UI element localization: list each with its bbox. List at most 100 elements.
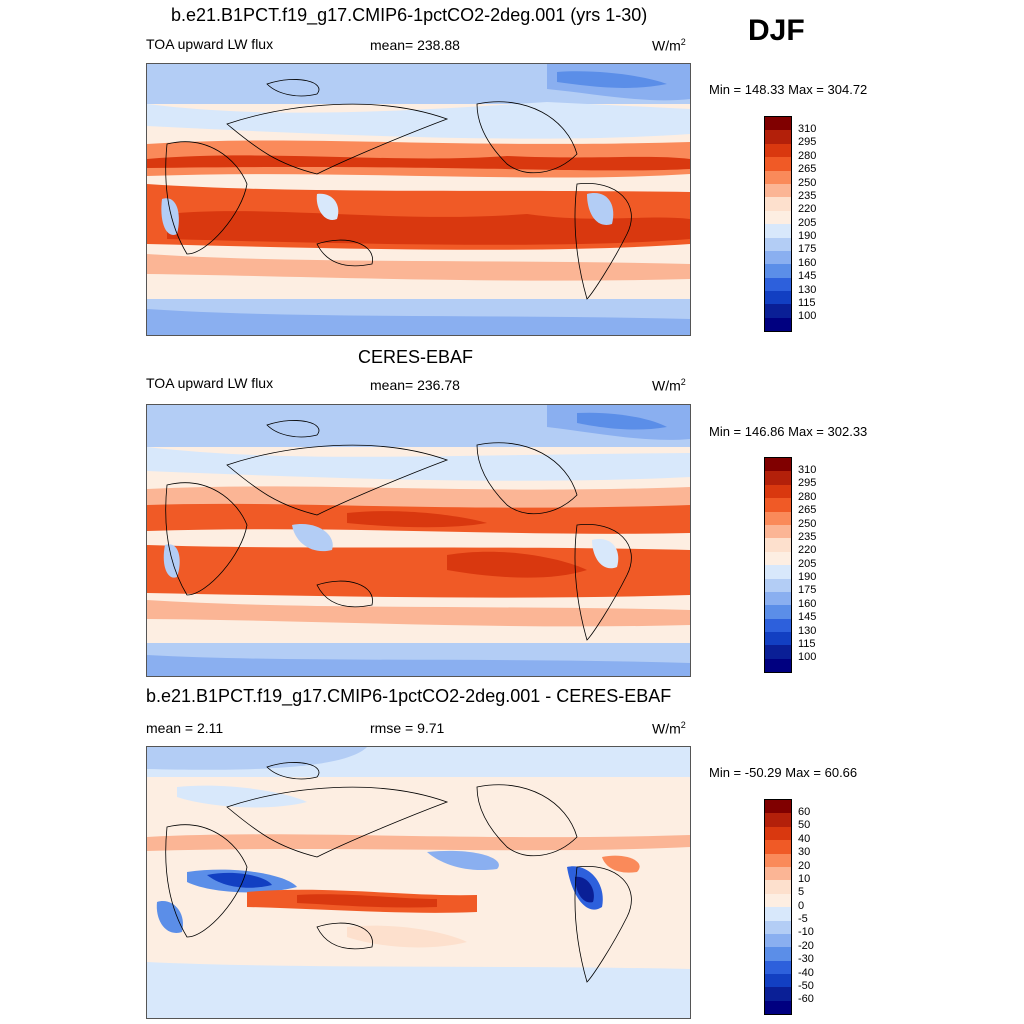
- colorbar-tick-label: 40: [798, 833, 811, 845]
- panel2-map: [146, 404, 691, 677]
- colorbar-tick-label: 5: [798, 886, 805, 898]
- season-label: DJF: [748, 14, 805, 47]
- colorbar-swatch: [765, 826, 791, 841]
- panel3-unit: W/m2: [652, 720, 686, 737]
- colorbar-swatch: [765, 183, 791, 198]
- colorbar-swatch: [765, 264, 791, 278]
- colorbar-swatch: [765, 618, 791, 633]
- colorbar-swatch: [765, 947, 791, 961]
- colorbar-tick-label: -30: [798, 953, 814, 965]
- colorbar-swatch: [765, 1000, 791, 1015]
- colorbar-tick-label: 295: [798, 477, 817, 489]
- colorbar-swatch: [765, 117, 791, 131]
- panel1-left-label: TOA upward LW flux: [146, 36, 274, 52]
- panel2-minmax: Min = 146.86 Max = 302.33: [709, 424, 868, 439]
- colorbar-swatch: [765, 170, 791, 184]
- colorbar-swatch: [765, 920, 791, 934]
- panel2-center-label: mean= 236.78: [370, 377, 460, 393]
- colorbar-tick-label: 10: [798, 873, 811, 885]
- colorbar-swatch: [765, 632, 791, 646]
- colorbar-tick-label: 205: [798, 558, 817, 570]
- panel2-unit-base: W/m: [652, 377, 681, 394]
- panel2-title: CERES-EBAF: [358, 347, 474, 367]
- colorbar-swatch: [765, 471, 791, 485]
- colorbar-swatch: [765, 866, 791, 881]
- colorbar-swatch: [765, 197, 791, 211]
- colorbar-tick-label: 130: [798, 284, 817, 296]
- panel1-title: b.e21.B1PCT.f19_g17.CMIP6-1pctCO2-2deg.0…: [171, 5, 648, 25]
- colorbar-tick-label: 235: [798, 531, 817, 543]
- colorbar-swatch: [765, 974, 791, 988]
- panel2-unit: W/m2: [652, 377, 686, 394]
- colorbar-tick-label: 100: [798, 651, 817, 663]
- colorbar-tick-label: 160: [798, 598, 817, 610]
- panel3-title: b.e21.B1PCT.f19_g17.CMIP6-1pctCO2-2deg.0…: [146, 686, 672, 706]
- panel3-left-label: mean = 2.11: [146, 720, 224, 736]
- colorbar-swatch: [765, 605, 791, 619]
- panel2-colorbar: [764, 457, 792, 674]
- panel1-unit: W/m2: [652, 37, 686, 54]
- panel1-center-label: mean= 238.88: [370, 37, 460, 53]
- colorbar-swatch: [765, 210, 791, 225]
- colorbar-tick-label: -20: [798, 940, 814, 952]
- panel1-map: [146, 63, 691, 336]
- colorbar-tick-label: 60: [798, 806, 811, 818]
- colorbar-tick-label: 280: [798, 491, 817, 503]
- colorbar-swatch: [765, 304, 791, 318]
- colorbar-swatch: [765, 277, 791, 292]
- colorbar-swatch: [765, 157, 791, 171]
- colorbar-swatch: [765, 250, 791, 265]
- colorbar-swatch: [765, 960, 791, 975]
- colorbar-swatch: [765, 813, 791, 827]
- colorbar-tick-label: -60: [798, 993, 814, 1005]
- panel1-colorbar: [764, 116, 792, 333]
- colorbar-tick-label: 265: [798, 504, 817, 516]
- colorbar-tick-label: 280: [798, 150, 817, 162]
- colorbar-swatch: [765, 498, 791, 512]
- panel1-minmax: Min = 148.33 Max = 304.72: [709, 82, 868, 97]
- colorbar-swatch: [765, 511, 791, 525]
- colorbar-swatch: [765, 578, 791, 592]
- colorbar-tick-label: 310: [798, 464, 817, 476]
- colorbar-tick-label: 115: [798, 297, 816, 309]
- colorbar-swatch: [765, 143, 791, 158]
- colorbar-swatch: [765, 840, 791, 854]
- colorbar-tick-label: 235: [798, 190, 817, 202]
- colorbar-swatch: [765, 224, 791, 238]
- colorbar-swatch: [765, 658, 791, 673]
- colorbar-tick-label: 30: [798, 846, 811, 858]
- colorbar-swatch: [765, 484, 791, 499]
- colorbar-swatch: [765, 893, 791, 908]
- colorbar-tick-label: 115: [798, 638, 816, 650]
- panel3-unit-base: W/m: [652, 720, 681, 737]
- colorbar-tick-label: 220: [798, 544, 817, 556]
- colorbar-swatch: [765, 524, 791, 539]
- panel3-minmax: Min = -50.29 Max = 60.66: [709, 765, 858, 780]
- colorbar-tick-label: 50: [798, 819, 811, 831]
- colorbar-tick-label: 190: [798, 230, 817, 242]
- colorbar-tick-label: 190: [798, 571, 817, 583]
- colorbar-tick-label: 20: [798, 860, 811, 872]
- panel1-unit-exp: 2: [680, 37, 686, 47]
- colorbar-tick-label: 295: [798, 136, 817, 148]
- colorbar-swatch: [765, 591, 791, 606]
- colorbar-swatch: [765, 800, 791, 814]
- colorbar-swatch: [765, 237, 791, 251]
- colorbar-tick-label: 145: [798, 270, 817, 282]
- colorbar-tick-label: 160: [798, 257, 817, 269]
- colorbar-swatch: [765, 317, 791, 332]
- colorbar-swatch: [765, 130, 791, 144]
- panel3-map: [146, 746, 691, 1019]
- colorbar-tick-label: -40: [798, 967, 814, 979]
- colorbar-swatch: [765, 538, 791, 552]
- colorbar-swatch: [765, 853, 791, 867]
- panel2-left-label: TOA upward LW flux: [146, 375, 274, 391]
- colorbar-swatch: [765, 645, 791, 659]
- colorbar-tick-label: -5: [798, 913, 808, 925]
- panel2-unit-exp: 2: [680, 377, 686, 387]
- colorbar-tick-label: -50: [798, 980, 814, 992]
- colorbar-tick-label: 310: [798, 123, 817, 135]
- colorbar-tick-label: 175: [798, 584, 817, 596]
- colorbar-swatch: [765, 880, 791, 894]
- colorbar-swatch: [765, 551, 791, 566]
